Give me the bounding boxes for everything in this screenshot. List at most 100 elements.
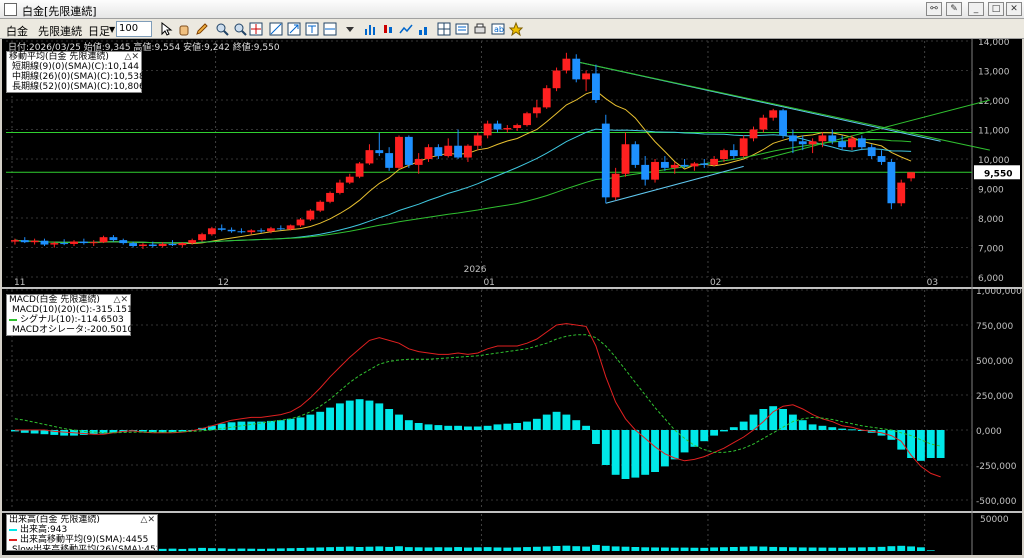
zoom-in-icon[interactable]	[214, 21, 230, 37]
hline-tool-icon[interactable]	[322, 21, 338, 37]
volume-bar	[798, 547, 807, 551]
volume-bar	[247, 548, 256, 551]
volume-legend[interactable]: 出来高(白金 先限連続) △✕ 出来高:943 出来高移動平均(9)(SMA):44…	[6, 514, 158, 551]
candle-body	[11, 240, 19, 242]
volume-bar	[739, 546, 748, 551]
candle-body	[503, 128, 512, 130]
macd-histogram-bar	[562, 414, 571, 430]
candle-body	[739, 138, 748, 157]
print-icon[interactable]	[472, 21, 488, 37]
crosshair-icon[interactable]	[248, 21, 264, 37]
macd-histogram-bar	[414, 423, 423, 430]
cursor-icon[interactable]	[158, 21, 174, 37]
legend-collapse-icon[interactable]: △✕	[140, 515, 155, 525]
candle-body	[749, 129, 758, 139]
last-price-label: 9,550	[984, 169, 1012, 179]
dropdown-icon[interactable]	[342, 21, 358, 37]
candle-body	[907, 172, 915, 179]
chart-area[interactable]: 11 12 01 02 03 2026 14,000 13,000 12,000 11,000 10…	[2, 38, 1022, 555]
legend-label: 出来高移動平均(9)(SMA):4455	[20, 535, 149, 545]
macd-histogram-bar	[936, 430, 945, 458]
bar-chart-icon[interactable]	[362, 21, 378, 37]
chart-canvas[interactable]: 11 12 01 02 03 2026 14,000 13,000 12,000 11,000 10…	[2, 38, 1022, 555]
line-tool-icon[interactable]	[268, 21, 284, 37]
ma-legend-title: 移動平均(白金 先限連続)	[9, 52, 109, 62]
candle-chart-icon[interactable]	[380, 21, 396, 37]
candle-body	[257, 230, 266, 232]
period-dropdown-icon[interactable]: ▼	[109, 25, 116, 34]
settings-icon[interactable]	[454, 21, 470, 37]
chart-toolbar: 白金 先限連続 日足 ▼ 100 ab	[0, 19, 1024, 39]
volume-bar	[582, 546, 591, 551]
edit-icon[interactable]: ✎	[946, 2, 962, 16]
candle-body	[70, 241, 78, 244]
volume-legend-title: 出来高(白金 先限連続)	[9, 515, 100, 525]
volume-bar	[237, 548, 246, 551]
moving-average-legend[interactable]: 移動平均(白金 先限連続) △✕ 短期線(9)(0)(SMA)(C):10,144…	[6, 51, 145, 93]
commodity-label[interactable]: 白金	[6, 25, 28, 38]
macd-histogram-bar	[749, 414, 758, 430]
macd-histogram-bar	[60, 430, 69, 436]
volume-legend-item: Slow出来高移動平均(26)(SMA):4526	[9, 545, 158, 551]
bar-count-stepper[interactable]: 100	[116, 21, 152, 37]
volume-bar	[483, 547, 492, 551]
candle-body	[217, 228, 226, 230]
macd-histogram-bar	[345, 400, 354, 430]
zoom-out-icon[interactable]	[232, 21, 248, 37]
macd-histogram-bar	[464, 426, 472, 430]
edit-text-icon[interactable]: ab	[490, 21, 506, 37]
volume-bar	[444, 547, 453, 551]
link-icon[interactable]: ⚯	[926, 2, 942, 16]
candle-body	[20, 240, 29, 243]
volume-bar	[552, 545, 561, 551]
macd-legend[interactable]: MACD(白金 先限連続) △✕ MACD(10)(20)(C):-315.151…	[6, 294, 138, 336]
pencil-icon[interactable]	[194, 21, 210, 37]
candle-body	[473, 135, 482, 146]
volume-bar	[326, 547, 334, 551]
candle-body	[286, 225, 295, 230]
macd-histogram-bar	[572, 420, 581, 430]
candle-body	[237, 231, 246, 233]
macd-histogram-bar	[207, 425, 216, 430]
macd-legend-rows: MACD(10)(20)(C):-315.1514 シグナル(10):-114.6…	[9, 305, 138, 335]
legend-label: Slow出来高移動平均(26)(SMA):4526	[12, 545, 158, 551]
volume-bar	[828, 547, 837, 551]
candle-body	[897, 182, 906, 204]
candle-body	[523, 113, 531, 126]
candle-body	[759, 117, 768, 130]
legend-collapse-icon[interactable]: △✕	[124, 52, 139, 62]
volume-legend-item: 出来高移動平均(9)(SMA):4455	[9, 535, 155, 545]
period-selector[interactable]: 日足	[88, 25, 110, 38]
candle-body	[306, 210, 315, 220]
text-tool-icon[interactable]	[304, 21, 320, 37]
volume-bar	[542, 546, 551, 551]
volume-bar	[454, 547, 462, 551]
candle-body	[207, 228, 216, 235]
macd-histogram-bar	[611, 430, 620, 475]
y-tick-label: 8,000	[978, 215, 1004, 225]
hand-icon[interactable]	[176, 21, 192, 37]
arrow-tool-icon[interactable]	[286, 21, 302, 37]
volume-icon[interactable]	[416, 21, 432, 37]
minimize-button[interactable]: _	[968, 2, 984, 16]
candle-body	[670, 164, 679, 168]
grid-icon[interactable]	[436, 21, 452, 37]
candle-body	[464, 145, 472, 158]
star-icon[interactable]	[508, 21, 524, 37]
contract-label[interactable]: 先限連続	[38, 25, 82, 38]
macd-histogram-bar	[158, 430, 167, 433]
indicator-icon[interactable]	[398, 21, 414, 37]
volume-bar	[513, 547, 522, 551]
candle-body	[335, 182, 344, 193]
candle-body	[158, 243, 167, 247]
y-tick-label: 9,000	[978, 186, 1004, 196]
candle-body	[316, 201, 325, 211]
legend-label: 中期線(26)(0)(SMA)(C):10,538	[12, 72, 145, 82]
maximize-button[interactable]: □	[988, 2, 1004, 16]
macd-histogram-bar	[710, 430, 719, 436]
close-button[interactable]: ✕	[1006, 2, 1022, 16]
macd-histogram-bar	[306, 414, 315, 430]
candle-body	[267, 228, 275, 232]
legend-collapse-icon[interactable]: △✕	[113, 295, 128, 305]
candle-body	[178, 243, 187, 246]
